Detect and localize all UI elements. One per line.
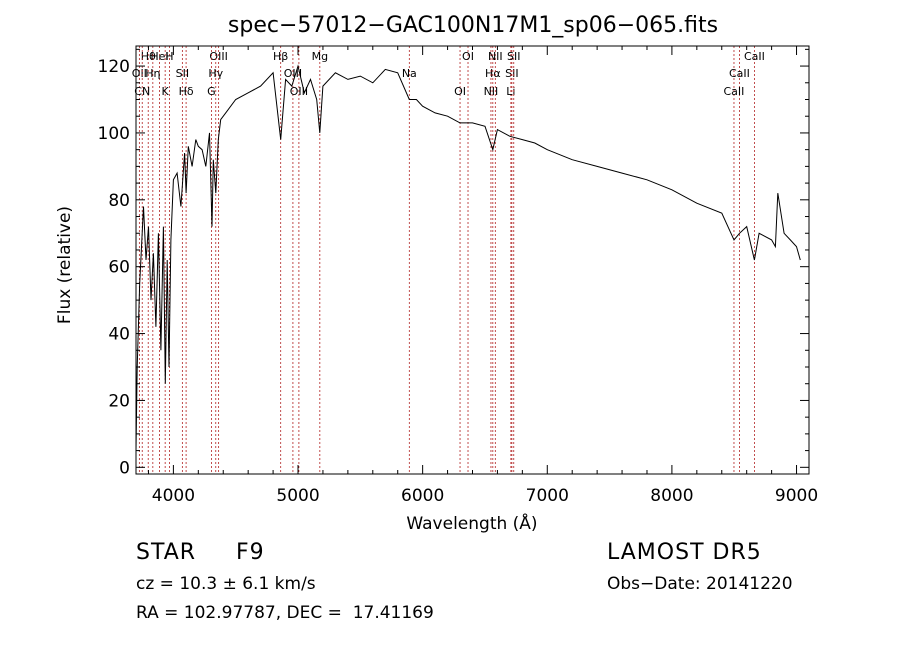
spectral-line-markers: HθOIICNHeIHηKHSIIHδOIIIHγGHβOIIIOIIIMgNa… (132, 46, 765, 474)
marker-label: Hα (485, 67, 501, 80)
marker-label: OIII (209, 50, 227, 63)
marker-label: CaII (724, 85, 745, 98)
marker-label: CN (134, 85, 150, 98)
y-tick-label: 120 (98, 57, 130, 77)
marker-label: Hθ (141, 50, 156, 63)
marker-label: NII (484, 85, 499, 98)
x-tick-label: 4000 (152, 486, 195, 506)
x-tick-label: 6000 (401, 486, 444, 506)
object-class: STAR (136, 540, 197, 565)
marker-label: K (162, 85, 170, 98)
marker-label: NII (488, 50, 503, 63)
marker-label: Hη (145, 67, 160, 80)
y-axis-label: Flux (relative) (55, 206, 75, 324)
plot-frame (135, 45, 810, 475)
marker-label: H (165, 50, 173, 63)
x-tick-label: 5000 (276, 486, 319, 506)
marker-label: HeI (150, 50, 168, 63)
marker-label: Mg (312, 50, 328, 63)
object-subclass: F9 (236, 540, 265, 565)
marker-label: Hβ (273, 50, 288, 63)
marker-label: Na (402, 67, 417, 80)
y-tick-label: 0 (119, 458, 130, 478)
y-tick-label: 100 (98, 124, 130, 144)
x-axis-label: Wavelength (Å) (406, 512, 537, 534)
x-axis-ticks: 4000 5000 6000 7000 8000 9000 (147, 46, 818, 506)
observation-date: Obs−Date: 20141220 (607, 574, 793, 594)
marker-label: G (207, 85, 216, 98)
marker-label: Li (506, 85, 515, 98)
marker-label: SII (505, 67, 518, 80)
marker-label: SII (507, 50, 520, 63)
marker-label: OI (462, 50, 474, 63)
x-tick-label: 7000 (526, 486, 569, 506)
marker-label: OI (454, 85, 466, 98)
x-tick-label: 9000 (775, 486, 818, 506)
coordinates: RA = 102.97787, DEC = 17.41169 (136, 603, 434, 623)
chart-title: spec−57012−GAC100N17M1_sp06−065.fits (228, 13, 718, 38)
marker-label: Hδ (179, 85, 194, 98)
marker-label: CaII (744, 50, 765, 63)
y-tick-label: 40 (108, 325, 130, 345)
x-tick-label: 8000 (650, 486, 693, 506)
y-tick-label: 20 (108, 391, 130, 411)
spectrum-line (135, 64, 801, 451)
y-axis-ticks: 0 20 40 60 80 100 120 (98, 48, 809, 478)
marker-label: CaII (729, 67, 750, 80)
y-tick-label: 60 (108, 258, 130, 278)
y-tick-label: 80 (108, 191, 130, 211)
survey-name: LAMOST DR5 (607, 540, 762, 565)
marker-label: SII (176, 67, 189, 80)
marker-label: Hγ (208, 67, 223, 80)
redshift-cz: cz = 10.3 ± 6.1 km/s (136, 574, 316, 594)
marker-label: OIII (284, 67, 302, 80)
